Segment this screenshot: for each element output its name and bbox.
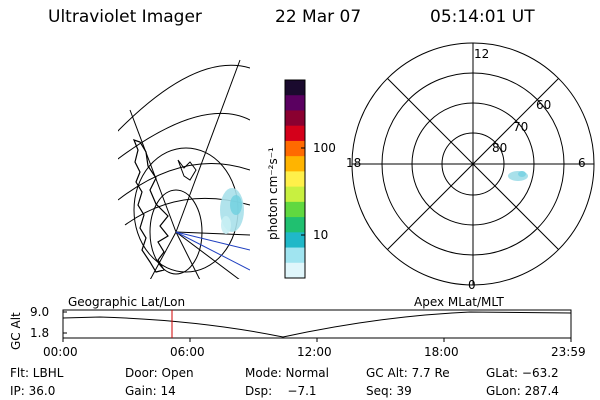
colorbar-band (285, 125, 305, 142)
colorbar-frame (284, 79, 306, 279)
timeline-panel (62, 309, 572, 342)
colorbar-band (285, 247, 305, 264)
timeline-xtick-2: 12:00 (297, 345, 332, 359)
colorbar-band (285, 80, 305, 96)
polar-aurora-emission (508, 171, 528, 181)
mlt-label-12: 12 (474, 47, 490, 61)
timeline-xtick-3: 18:00 (424, 345, 459, 359)
timeline-y-label: GC Alt (9, 312, 23, 350)
observation-time: 05:14:01 UT (430, 7, 535, 27)
colorbar-band (285, 110, 305, 127)
timeline-right-label: Apex MLat/MLT (414, 295, 504, 309)
colorbar-band (285, 171, 305, 188)
altitude-curve (62, 311, 572, 338)
colorbar-band (285, 186, 305, 203)
instrument-title: Ultraviolet Imager (48, 7, 202, 27)
colorbar-band (285, 201, 305, 218)
lat-circle-inner (149, 189, 203, 275)
colorbar (284, 79, 306, 279)
info-filter: Flt: LBHL (10, 366, 64, 380)
mlt-label-18: 18 (346, 156, 362, 170)
info-seq: Seq: 39 (366, 384, 412, 398)
colorbar-unit-label: photon cm⁻²s⁻¹ (266, 147, 280, 240)
info-gc-alt: GC Alt: 7.7 Re (366, 366, 450, 380)
geo-aurora-emission (220, 188, 244, 234)
info-glat: GLat: −63.2 (486, 366, 559, 380)
colorbar-tick-100: 100 (313, 141, 336, 155)
colorbar-band (285, 95, 305, 111)
info-gain: Gain: 14 (125, 384, 176, 398)
colorbar-band (285, 156, 305, 172)
colorbar-band (285, 140, 305, 157)
colorbar-band (285, 217, 305, 233)
timeline-ytick-high: 9.0 (30, 305, 50, 319)
timeline-left-label: Geographic Lat/Lon (68, 295, 186, 309)
lat-label-80: 80 (492, 141, 508, 155)
polar-mlt-plot (351, 42, 595, 286)
info-glon: GLon: 287.4 (486, 384, 559, 398)
mlt-label-0: 0 (468, 278, 476, 292)
info-ip: IP: 36.0 (10, 384, 56, 398)
mlt-label-6: 6 (578, 156, 586, 170)
info-mode: Mode: Normal (245, 366, 329, 380)
info-dsp: Dsp: −7.1 (245, 384, 317, 398)
lat-label-70: 70 (513, 120, 529, 134)
lat-label-60: 60 (536, 98, 552, 112)
timeline-xtick-0: 00:00 (43, 345, 78, 359)
timeline-xtick-1: 06:00 (170, 345, 205, 359)
timeline-xtick-4: 23:59 (551, 345, 586, 359)
observation-date: 22 Mar 07 (275, 7, 362, 27)
info-door: Door: Open (125, 366, 194, 380)
timeline-ytick-low: 1.8 (30, 326, 50, 340)
geographic-map (118, 59, 250, 279)
colorbar-band (285, 262, 305, 279)
colorbar-band (285, 232, 305, 249)
colorbar-tick-10: 10 (313, 228, 329, 242)
